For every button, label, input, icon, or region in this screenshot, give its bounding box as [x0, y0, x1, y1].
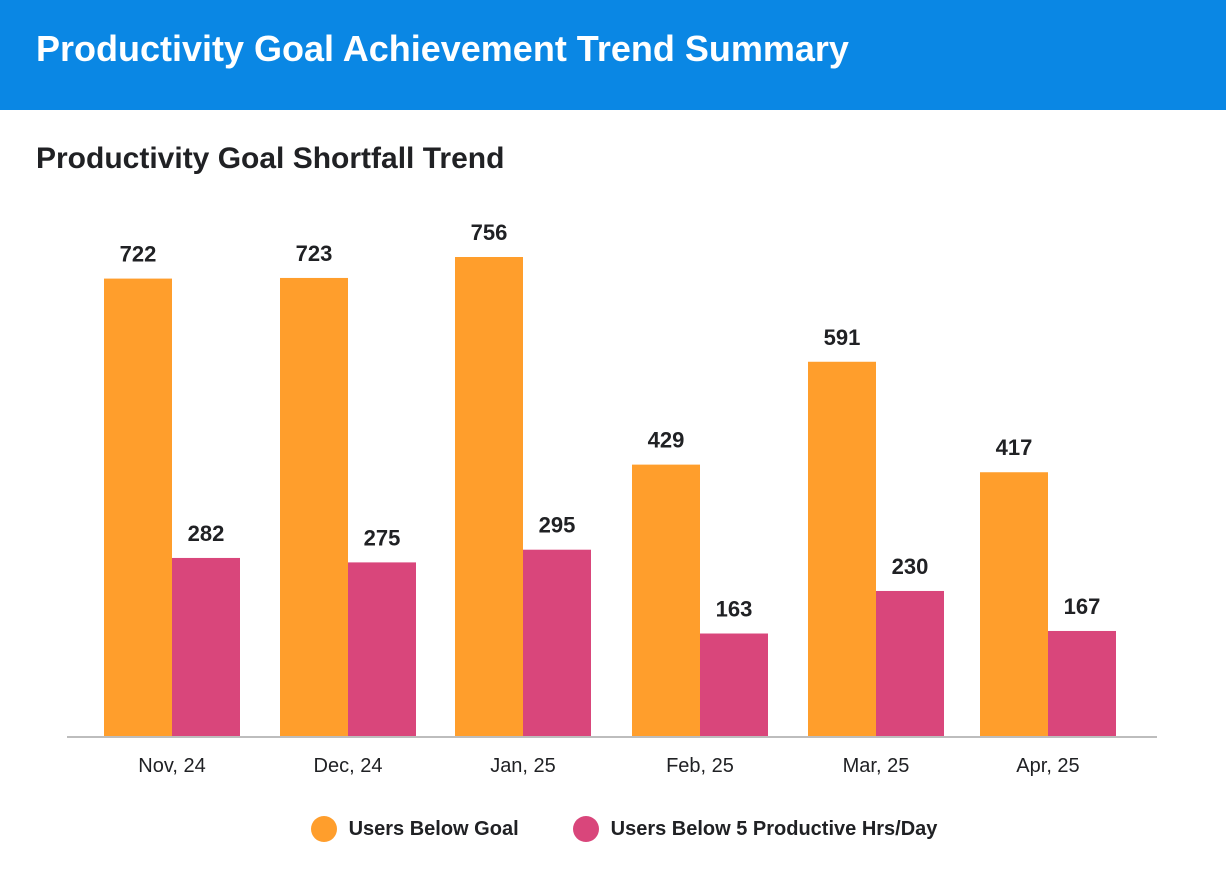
data-label: 722 [120, 242, 157, 267]
chart-legend: Users Below Goal Users Below 5 Productiv… [0, 812, 1226, 846]
bar-users-below-5-hrs-3[interactable] [700, 633, 768, 737]
legend-label: Users Below 5 Productive Hrs/Day [610, 817, 938, 840]
bar-users-below-goal-2[interactable] [455, 257, 523, 737]
data-label: 295 [539, 513, 576, 538]
bar-users-below-5-hrs-4[interactable] [876, 590, 944, 737]
bar-users-below-goal-4[interactable] [808, 361, 876, 737]
legend-swatch-users-below-5-hrs-icon [572, 816, 599, 842]
data-label: 282 [188, 521, 225, 546]
bar-users-below-5-hrs-0[interactable] [172, 557, 240, 737]
x-tick-label: Mar, 25 [843, 755, 910, 777]
data-label: 756 [471, 220, 508, 245]
data-label: 723 [296, 241, 333, 266]
data-label: 275 [364, 525, 401, 550]
data-label: 230 [892, 554, 929, 579]
x-tick-label: Dec, 24 [314, 755, 383, 777]
chart-title: Productivity Goal Shortfall Trend [36, 142, 505, 175]
legend-item-users-below-goal[interactable]: Users Below Goal [289, 816, 519, 842]
data-label: 163 [716, 597, 753, 622]
bar-users-below-goal-5[interactable] [980, 472, 1048, 737]
data-label: 417 [996, 435, 1033, 460]
x-tick-label: Nov, 24 [138, 755, 205, 777]
data-label: 429 [648, 428, 685, 453]
page-title: Productivity Goal Achievement Trend Summ… [36, 28, 849, 69]
bar-users-below-goal-1[interactable] [280, 277, 348, 737]
x-tick-label: Feb, 25 [666, 755, 734, 777]
data-label: 591 [824, 325, 861, 350]
x-tick-label: Apr, 25 [1016, 755, 1079, 777]
legend-item-users-below-5-hrs[interactable]: Users Below 5 Productive Hrs/Day [551, 816, 938, 842]
x-tick-label: Jan, 25 [490, 755, 556, 777]
page-header: Productivity Goal Achievement Trend Summ… [0, 0, 1226, 110]
bar-users-below-5-hrs-5[interactable] [1048, 630, 1116, 737]
data-label: 167 [1064, 594, 1101, 619]
legend-swatch-users-below-goal-icon [310, 816, 337, 842]
bar-users-below-5-hrs-2[interactable] [523, 549, 591, 737]
bar-users-below-goal-0[interactable] [104, 278, 172, 737]
legend-label: Users Below Goal [348, 817, 519, 840]
bar-users-below-goal-3[interactable] [632, 464, 700, 737]
bar-users-below-5-hrs-1[interactable] [348, 562, 416, 737]
